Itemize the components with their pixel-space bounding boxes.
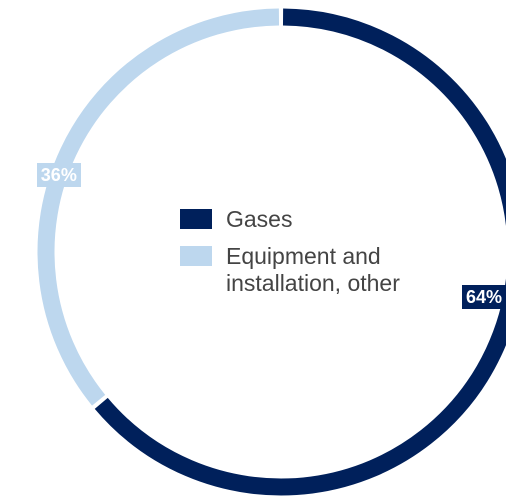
data-label-gases: 64% [462, 284, 506, 309]
donut-slice-gases [94, 8, 506, 496]
legend-label-equipment: Equipment and installation, other [226, 243, 400, 296]
legend-swatch-gases [180, 209, 212, 229]
data-label-equipment: 36% [36, 163, 81, 188]
legend-item-gases: Gases [180, 206, 480, 233]
legend-item-equipment: Equipment and installation, other [180, 243, 480, 297]
chart-legend: Gases Equipment and installation, other [180, 206, 480, 307]
legend-label-gases: Gases [226, 206, 293, 232]
donut-slice-equipment [37, 8, 280, 406]
legend-swatch-equipment [180, 246, 212, 266]
